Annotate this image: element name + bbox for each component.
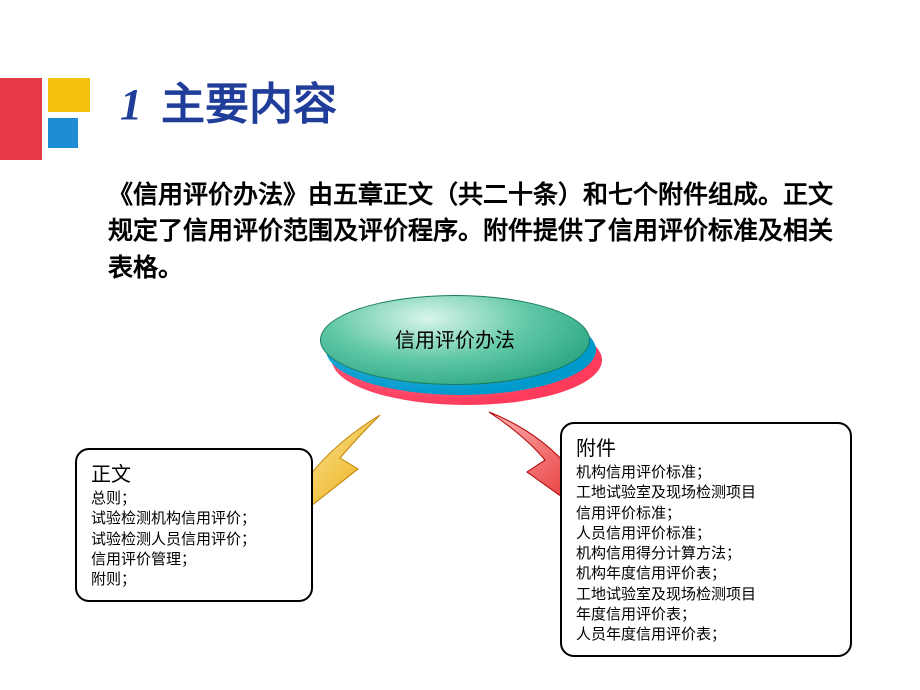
left-box: 正文 总则； 试验检测机构信用评价； 试验检测人员信用评价； 信用评价管理； 附… (75, 448, 313, 602)
right-box-line: 机构信用得分计算方法； (576, 544, 836, 564)
right-box-line: 人员年度信用评价表； (576, 625, 836, 645)
right-box-title: 附件 (576, 432, 836, 461)
left-box-line: 信用评价管理； (91, 550, 297, 570)
corner-decoration (0, 78, 100, 178)
right-box-line: 机构信用评价标准； (576, 463, 836, 483)
deco-red-bar (0, 78, 42, 160)
ellipse-front-layer: 信用评价办法 (320, 295, 590, 385)
center-ellipse: 信用评价办法 (320, 295, 590, 425)
page-title: 1 主要内容 (120, 68, 337, 132)
right-box-line: 机构年度信用评价表； (576, 564, 836, 584)
right-box-line: 工地试验室及现场检测项目 (576, 585, 836, 605)
title-text: 主要内容 (161, 80, 337, 129)
right-box: 附件 机构信用评价标准； 工地试验室及现场检测项目 信用评价标准； 人员信用评价… (560, 422, 852, 657)
left-box-line: 附则； (91, 570, 297, 590)
right-box-line: 工地试验室及现场检测项目 (576, 483, 836, 503)
left-box-title: 正文 (91, 458, 297, 487)
para-text: 《信用评价办法》由五章正文（共二十条）和七个附件组成。正文规定了信用评价范围及评… (108, 182, 833, 282)
right-box-line: 年度信用评价表； (576, 605, 836, 625)
intro-paragraph: 《信用评价办法》由五章正文（共二十条）和七个附件组成。正文规定了信用评价范围及评… (108, 178, 836, 287)
right-box-line: 信用评价标准； (576, 504, 836, 524)
ellipse-label: 信用评价办法 (395, 324, 515, 353)
left-box-line: 试验检测人员信用评价； (91, 530, 297, 550)
deco-blue-square (48, 118, 78, 148)
left-box-line: 试验检测机构信用评价； (91, 509, 297, 529)
deco-yellow-square (48, 78, 90, 112)
title-number: 1 (120, 80, 142, 129)
left-box-line: 总则； (91, 489, 297, 509)
right-box-line: 人员信用评价标准； (576, 524, 836, 544)
deco-svg (0, 78, 100, 173)
